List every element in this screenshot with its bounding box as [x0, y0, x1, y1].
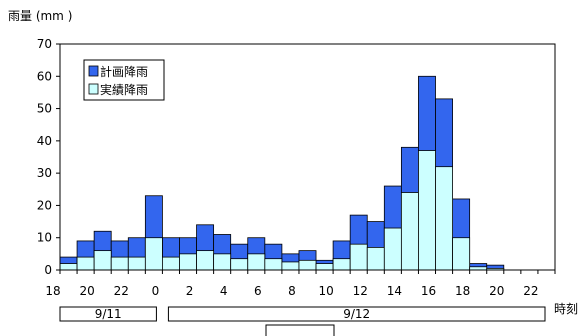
actual-bar-20: [400, 192, 419, 271]
actual-bar-10: [230, 258, 249, 271]
y-tick-labels: 0 10 20 30 40 50 60 70: [37, 37, 52, 277]
x-tick-label-14: 22: [523, 284, 538, 298]
actual-bar-8: [196, 250, 215, 271]
x-tick-label-2: 22: [114, 284, 129, 298]
actual-bar-23: [452, 237, 471, 271]
date-box-0: [59, 306, 157, 322]
actual-bar-3: [110, 256, 129, 271]
x-tick-label-13: 20: [489, 284, 504, 298]
x-tick-label-12: 18: [455, 284, 470, 298]
actual-bar-4: [127, 256, 146, 271]
y-tick-label-0: 0: [44, 263, 52, 277]
x-tick-labels: 18 20 22 0 2 4 6 8 10 12 14 16 18 20 22: [45, 284, 538, 298]
actual-bar-11: [247, 253, 266, 271]
y-tick-label-2: 20: [37, 198, 52, 212]
actual-bar-22: [435, 166, 453, 271]
actual-bar-16: [332, 258, 351, 271]
actual-bar-5: [144, 237, 163, 271]
actual-bar-6: [162, 256, 180, 271]
actual-bar-13: [281, 261, 300, 271]
actual-bar-15: [315, 263, 334, 271]
y-axis-title: 雨量 (mm ): [8, 9, 72, 23]
y-tick-label-7: 70: [37, 37, 52, 51]
x-tick-label-1: 20: [79, 284, 94, 298]
x-tick-label-3: 0: [152, 284, 160, 298]
y-tick-label-3: 30: [37, 166, 52, 180]
x-tick-label-0: 18: [45, 284, 60, 298]
x-tick-label-8: 10: [318, 284, 333, 298]
bars-group: [59, 75, 505, 271]
x-tick-label-9: 12: [353, 284, 368, 298]
legend-swatch-1: [88, 83, 99, 95]
x-tick-label-11: 16: [421, 284, 436, 298]
x-tick-label-4: 2: [186, 284, 194, 298]
actual-bar-9: [213, 253, 232, 271]
y-tick-label-6: 60: [37, 69, 52, 83]
legend-label-0: 計画降雨: [100, 64, 148, 79]
actual-bar-18: [366, 246, 385, 271]
actual-bar-1: [76, 256, 95, 271]
x-tick-label-10: 14: [387, 284, 402, 298]
y-tick-label-4: 40: [37, 134, 52, 148]
actual-bar-0: [59, 263, 78, 271]
legend-label-1: 実績降雨: [100, 82, 148, 97]
x-axis-title: 時刻: [554, 302, 578, 316]
x-tick-label-7: 8: [288, 284, 296, 298]
date-label-1: 9/12: [343, 307, 370, 321]
y-tick-label-1: 10: [37, 231, 52, 245]
bottom-small-box: [265, 324, 335, 336]
axes-group: [56, 43, 556, 274]
x-tick-label-5: 4: [220, 284, 228, 298]
actual-bar-12: [264, 258, 283, 271]
legend-swatch-0: [88, 65, 99, 77]
y-tick-label-5: 50: [37, 102, 52, 116]
actual-bar-19: [383, 227, 402, 271]
actual-bar-21: [418, 150, 436, 271]
actual-bar-14: [298, 259, 317, 271]
date-boxes: 9/11 9/12: [59, 306, 546, 322]
actual-bar-2: [93, 250, 112, 271]
date-label-0: 9/11: [95, 307, 122, 321]
plot-frame: [59, 43, 556, 271]
date-box-1: [167, 306, 546, 322]
actual-bar-17: [349, 243, 368, 271]
x-tick-label-6: 6: [254, 284, 262, 298]
actual-bar-7: [179, 253, 197, 271]
